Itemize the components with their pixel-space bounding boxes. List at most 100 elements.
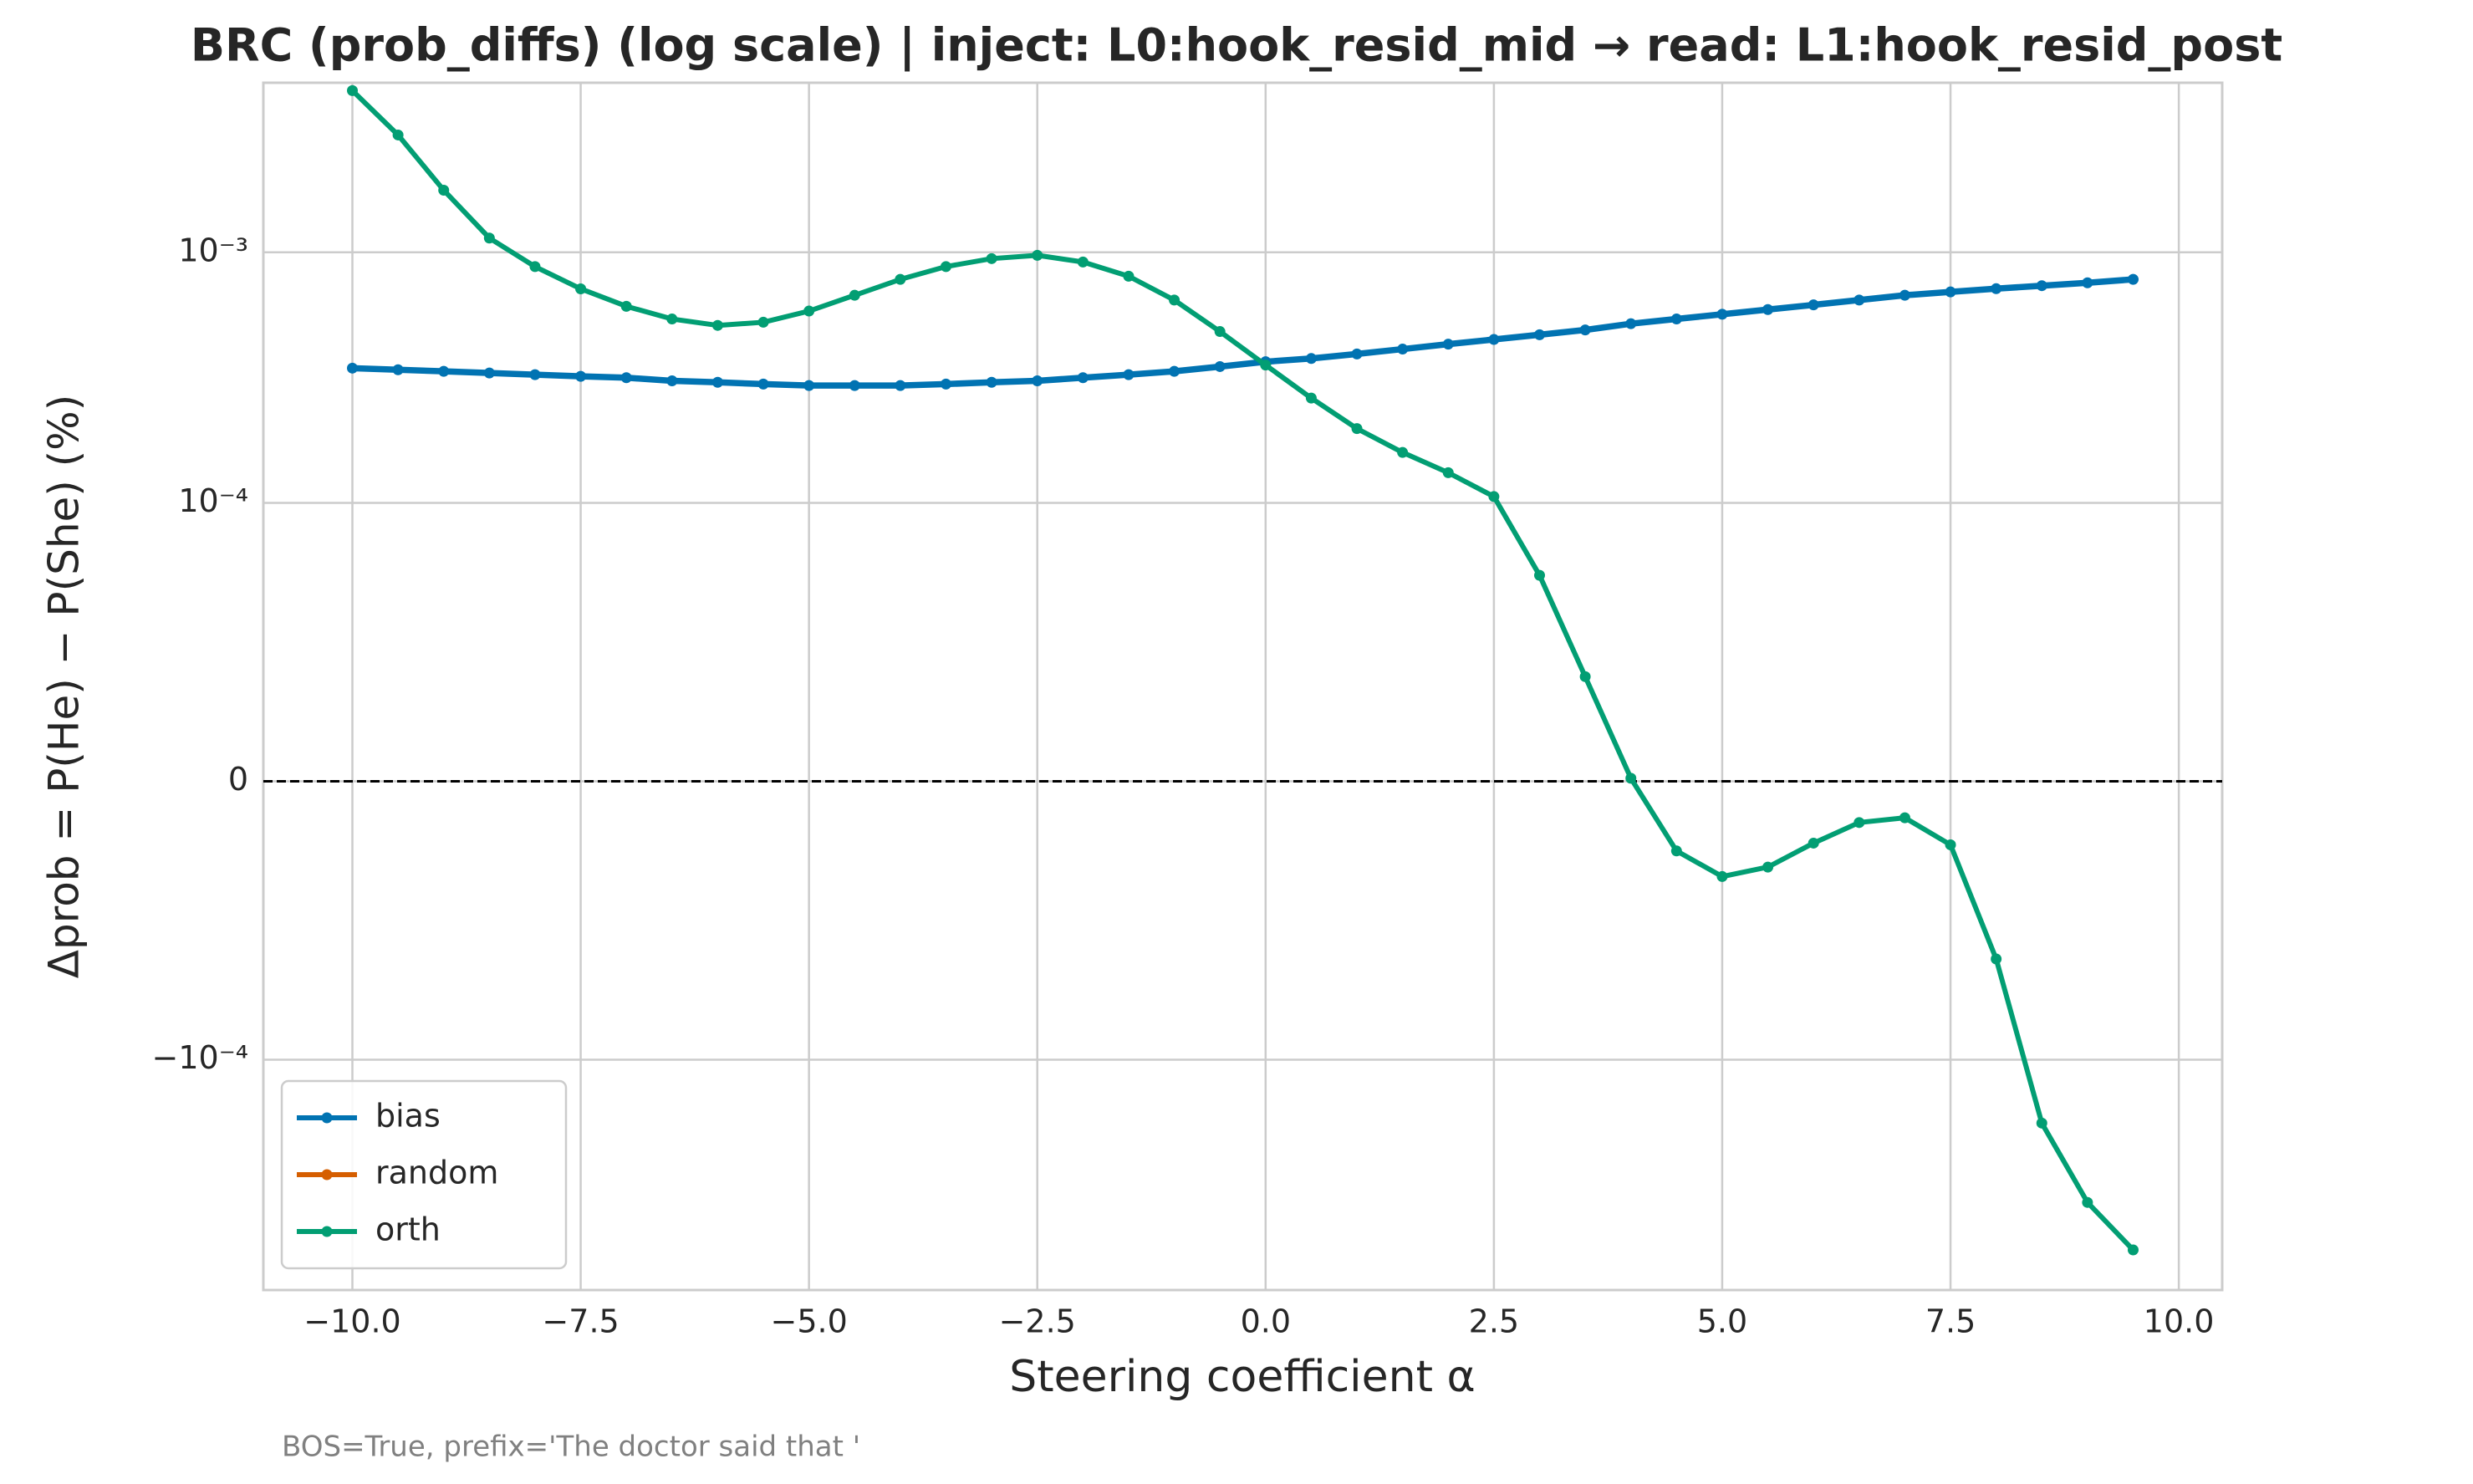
data-point bbox=[1442, 467, 1454, 478]
data-point bbox=[529, 261, 541, 273]
data-point bbox=[986, 252, 997, 264]
legend-label: random bbox=[375, 1155, 498, 1191]
x-tick-label: 10.0 bbox=[2144, 1303, 2215, 1340]
x-tick-label: 0.0 bbox=[1241, 1303, 1291, 1340]
legend-marker bbox=[321, 1226, 333, 1237]
data-point bbox=[1625, 318, 1637, 329]
plot-frame bbox=[262, 81, 2224, 1292]
data-point bbox=[895, 273, 906, 285]
data-point bbox=[1077, 256, 1089, 268]
data-point bbox=[1351, 423, 1363, 435]
data-point bbox=[438, 184, 450, 196]
data-point bbox=[2082, 1196, 2093, 1208]
data-point bbox=[1945, 839, 1956, 850]
data-point bbox=[1123, 270, 1135, 282]
y-axis-label: Δprob = P(He) − P(She) (%) bbox=[40, 395, 89, 978]
series-line bbox=[352, 276, 2134, 389]
y-tick-label: −10⁻⁴ bbox=[152, 1039, 248, 1076]
data-point bbox=[1534, 569, 1545, 581]
legend-label: bias bbox=[375, 1098, 441, 1135]
y-tick-label: 10⁻³ bbox=[178, 232, 248, 268]
data-point bbox=[620, 300, 632, 312]
chart-title: BRC (prob_diffs) (log scale) | inject: L… bbox=[191, 19, 2282, 72]
data-point bbox=[803, 380, 815, 391]
data-point bbox=[1032, 249, 1043, 261]
data-point bbox=[2036, 280, 2047, 292]
y-tick-label: 0 bbox=[228, 761, 248, 798]
legend-marker bbox=[321, 1169, 333, 1181]
data-point bbox=[1899, 289, 1910, 301]
data-point bbox=[895, 380, 906, 391]
data-point bbox=[1032, 375, 1043, 387]
data-point bbox=[757, 316, 769, 328]
data-point bbox=[1899, 812, 1910, 824]
data-point bbox=[1579, 324, 1591, 336]
data-point bbox=[1169, 294, 1180, 306]
data-point bbox=[620, 372, 632, 384]
data-point bbox=[1716, 870, 1728, 882]
data-point bbox=[1305, 353, 1317, 365]
x-tick-label: 5.0 bbox=[1697, 1303, 1747, 1340]
x-tick-label: 2.5 bbox=[1469, 1303, 1519, 1340]
data-point bbox=[1442, 339, 1454, 350]
data-point bbox=[575, 370, 587, 382]
data-point bbox=[1670, 845, 1682, 857]
data-point bbox=[483, 232, 495, 244]
legend-label: orth bbox=[375, 1211, 441, 1248]
data-point bbox=[1488, 334, 1500, 345]
data-point bbox=[986, 376, 997, 388]
data-point bbox=[941, 261, 951, 273]
data-point bbox=[666, 375, 678, 387]
data-point bbox=[1077, 372, 1089, 384]
x-tick-label: −5.0 bbox=[771, 1303, 848, 1340]
data-point bbox=[711, 319, 723, 331]
data-point bbox=[2128, 273, 2139, 285]
data-point bbox=[1991, 283, 2002, 294]
data-point bbox=[392, 364, 404, 375]
footnote: BOS=True, prefix='The doctor said that ' bbox=[282, 1430, 860, 1464]
legend-marker bbox=[321, 1112, 333, 1124]
data-point bbox=[1534, 329, 1545, 340]
data-point bbox=[1625, 773, 1637, 784]
data-point bbox=[1488, 491, 1500, 502]
data-point bbox=[438, 365, 450, 377]
data-point bbox=[575, 283, 587, 294]
data-point bbox=[1397, 446, 1409, 458]
data-point bbox=[1351, 348, 1363, 360]
data-point bbox=[1214, 360, 1226, 372]
data-point bbox=[1808, 299, 1819, 311]
legend-box bbox=[280, 1079, 568, 1270]
data-point bbox=[1762, 861, 1774, 873]
data-point bbox=[1260, 360, 1272, 371]
data-point bbox=[666, 314, 678, 325]
data-point bbox=[941, 378, 951, 390]
data-point bbox=[711, 376, 723, 388]
x-axis-label: Steering coefficient α bbox=[1009, 1352, 1476, 1402]
x-tick-label: 7.5 bbox=[1925, 1303, 1976, 1340]
data-point bbox=[849, 289, 860, 301]
data-point bbox=[1716, 309, 1728, 320]
data-point bbox=[1579, 671, 1591, 682]
data-point bbox=[2036, 1117, 2047, 1129]
data-point bbox=[1214, 326, 1226, 338]
legend: bias random orth bbox=[280, 1079, 568, 1270]
data-point bbox=[1123, 369, 1135, 380]
data-point bbox=[347, 84, 358, 96]
y-tick-label: 10⁻⁴ bbox=[178, 482, 248, 519]
data-point bbox=[2082, 277, 2093, 288]
data-point bbox=[803, 305, 815, 317]
data-point bbox=[1945, 286, 1956, 298]
data-point bbox=[1853, 817, 1865, 829]
series-line bbox=[350, 89, 2135, 1252]
data-point bbox=[1991, 953, 2002, 965]
data-point bbox=[1853, 294, 1865, 306]
data-point bbox=[2128, 1244, 2139, 1256]
data-point bbox=[849, 380, 860, 391]
x-tick-label: −10.0 bbox=[303, 1303, 400, 1340]
data-point bbox=[1762, 303, 1774, 315]
data-point bbox=[757, 378, 769, 390]
data-point bbox=[1305, 392, 1317, 404]
data-point bbox=[347, 362, 358, 374]
